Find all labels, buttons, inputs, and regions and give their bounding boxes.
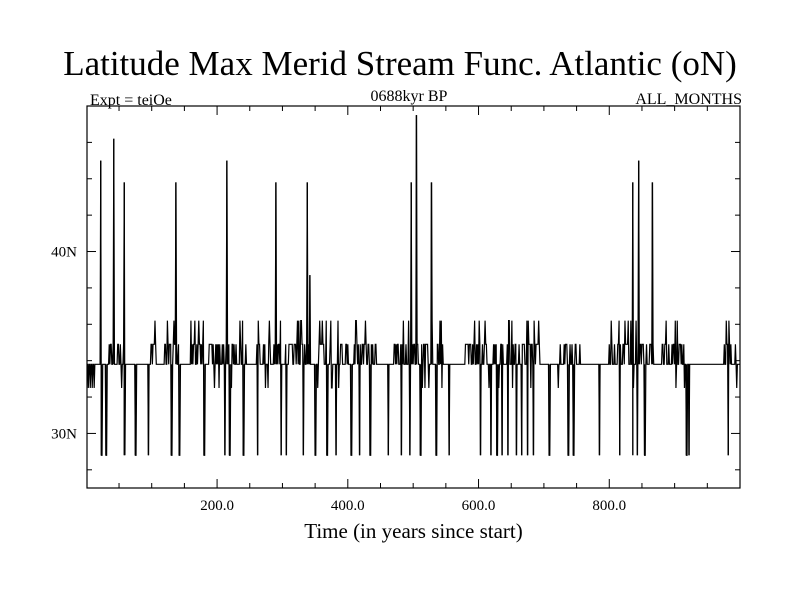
x-tick-label: 600.0: [462, 498, 496, 514]
plot-frame: [86, 105, 741, 489]
experiment-label: Expt = teiOe: [90, 92, 172, 109]
x-tick-label: 400.0: [331, 498, 365, 514]
chart-subtitle: 0688kyr BP: [370, 88, 448, 105]
series-line: [87, 115, 740, 456]
x-tick-label: 200.0: [200, 498, 234, 514]
season-label: ALL_MONTHS: [635, 91, 742, 108]
x-axis-label: Time (in years since start): [304, 519, 523, 543]
y-tick-label: 40N: [51, 245, 77, 261]
x-tick-label: 800.0: [592, 498, 626, 514]
y-tick-label: 30N: [51, 426, 77, 442]
chart-title: Latitude Max Merid Stream Func. Atlantic…: [63, 44, 737, 83]
axis-layer: 200.0 400.0 600.0 800.0 30N 40N: [51, 106, 740, 514]
series-layer: [87, 115, 740, 456]
